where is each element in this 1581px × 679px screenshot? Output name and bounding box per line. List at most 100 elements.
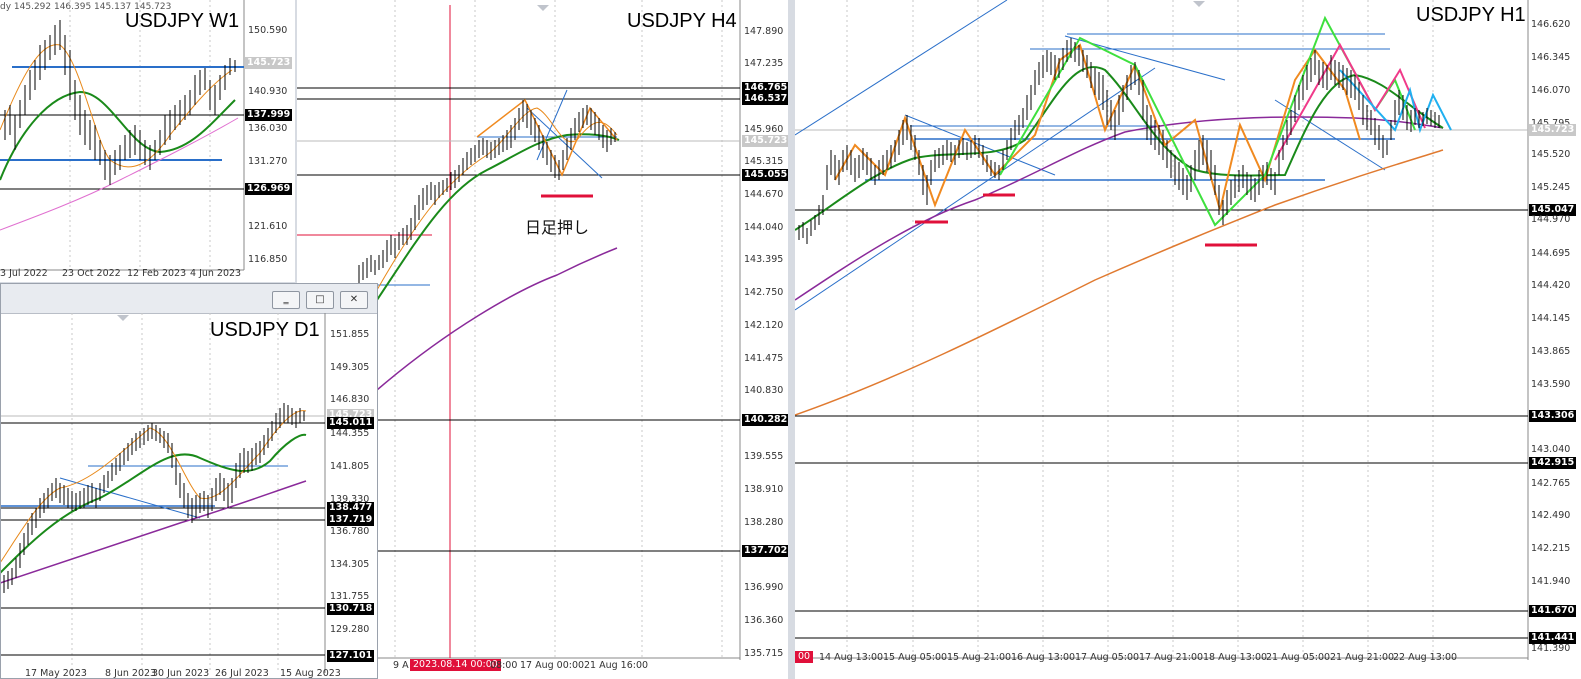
d1-level-tag: 130.718 <box>327 603 375 615</box>
chart-window-d1[interactable]: ‗ □ ✕ USDJPY D1 151.855 149.305 146.830 … <box>0 283 378 679</box>
d1-time-label: 26 Jul 2023 <box>215 668 269 679</box>
d1-chart-title: USDJPY D1 <box>210 319 320 341</box>
h4-price-label: 142.750 <box>744 287 784 298</box>
h1-price-label: 143.040 <box>1531 444 1571 455</box>
h4-price-label: 136.990 <box>744 582 784 593</box>
d1-time-label: 17 May 2023 <box>25 668 87 679</box>
d1-price-label: 139.330 <box>330 494 370 505</box>
d1-price-label: 129.280 <box>330 624 370 635</box>
d1-price-label: 144.355 <box>330 428 370 439</box>
h1-time-label: 22 Aug 13:00 <box>1393 652 1458 663</box>
h4-price-label: 145.315 <box>744 156 784 167</box>
w1-current-price-tag: 145.723 <box>245 57 293 69</box>
h1-price-label: 144.145 <box>1531 313 1571 324</box>
h4-time-label: 08:00 <box>490 660 518 671</box>
h1-price-label: 144.695 <box>1531 248 1571 259</box>
h1-price-label: 145.245 <box>1531 182 1571 193</box>
chart-window-h4[interactable]: USDJPY H4 日足押し 147.890 147.235 146.765 1… <box>297 0 788 679</box>
d1-level-tag: 127.101 <box>327 650 375 662</box>
h1-price-label: 144.420 <box>1531 280 1571 291</box>
h1-price-label: 146.345 <box>1531 52 1571 63</box>
h4-price-label: 147.235 <box>744 58 784 69</box>
h1-price-label: 142.215 <box>1531 543 1571 554</box>
h1-time-label: 17 Aug 21:00 <box>1139 652 1204 663</box>
h4-annotation-text: 日足押し <box>525 218 590 237</box>
d1-price-label: 136.780 <box>330 526 370 537</box>
h1-time-label: 15 Aug 21:00 <box>947 652 1012 663</box>
h4-price-label: 144.670 <box>744 189 784 200</box>
h1-price-label: 143.865 <box>1531 346 1571 357</box>
w1-time-label: 4 Jun 2023 <box>190 268 242 279</box>
h4-price-label: 140.830 <box>744 385 784 396</box>
h1-time-label: 18 Aug 13:00 <box>1203 652 1268 663</box>
h4-level-tag: 137.702 <box>742 545 788 557</box>
h1-price-label: 142.490 <box>1531 510 1571 521</box>
w1-chart-canvas[interactable] <box>0 0 295 282</box>
h4-price-label: 139.555 <box>744 451 784 462</box>
d1-price-label: 151.855 <box>330 329 370 340</box>
d1-time-label: 15 Aug 2023 <box>280 668 341 679</box>
w1-price-label: 116.850 <box>248 254 288 265</box>
h1-time-label: 15 Aug 05:00 <box>883 652 948 663</box>
h4-price-label: 135.715 <box>744 648 784 659</box>
w1-chart-title: USDJPY W1 <box>125 10 240 32</box>
h4-chart-title: USDJPY H4 <box>627 10 737 32</box>
d1-level-tag: 145.011 <box>327 417 375 429</box>
h1-price-label: 143.590 <box>1531 379 1571 390</box>
d1-level-tag: 138.477 <box>327 502 375 514</box>
d1-price-label: 131.755 <box>330 591 370 602</box>
h1-level-tag: 145.047 <box>1529 204 1577 216</box>
h1-price-label: 145.795 <box>1531 118 1570 129</box>
h4-price-label: 138.910 <box>744 484 784 495</box>
h4-level-tag: 140.282 <box>742 414 788 426</box>
h4-price-label: 142.120 <box>744 320 784 331</box>
d1-price-label: 146.830 <box>330 394 370 405</box>
h1-price-label: 142.765 <box>1531 478 1571 489</box>
close-button[interactable]: ✕ <box>340 291 368 309</box>
h4-chart-canvas[interactable] <box>297 0 788 679</box>
h4-level-tag: 145.055 <box>742 169 788 181</box>
h4-time-label: 17 Aug 00:00 <box>520 660 585 671</box>
h1-time-label: 17 Aug 05:00 <box>1075 652 1140 663</box>
d1-chart-canvas[interactable] <box>0 313 378 679</box>
h4-current-price-tag: 145.723 <box>742 135 788 147</box>
h1-candles <box>798 38 1440 244</box>
d1-time-label: 30 Jun 2023 <box>152 668 210 679</box>
chart-window-h1[interactable]: USDJPY H1 146.620 146.345 146.070 145.79… <box>795 0 1581 679</box>
d1-price-label: 149.305 <box>330 362 370 373</box>
h1-level-tag: 141.441 <box>1529 632 1577 644</box>
h4-time-label: 9 A <box>393 660 409 671</box>
h4-price-label: 136.360 <box>744 615 784 626</box>
w1-price-label: 150.590 <box>248 25 288 36</box>
d1-time-label: 8 Jun 2023 <box>105 668 157 679</box>
w1-price-label: 140.930 <box>248 86 288 97</box>
h4-price-label: 141.475 <box>744 353 784 364</box>
h4-time-label: 21 Aug 16:00 <box>584 660 649 671</box>
minimize-button[interactable]: ‗ <box>272 291 300 309</box>
h4-level-tag: 146.537 <box>742 93 788 105</box>
h1-time-label: 21 Aug 05:00 <box>1266 652 1331 663</box>
h4-price-label: 143.395 <box>744 254 784 265</box>
h1-current-price-tag: 145.723 <box>1529 124 1577 136</box>
h4-price-label: 145.960 <box>744 124 784 135</box>
h4-candles <box>358 100 616 285</box>
w1-time-label: 3 Jul 2022 <box>0 268 48 279</box>
h1-level-tag: 142.915 <box>1529 457 1577 469</box>
maximize-button[interactable]: □ <box>306 291 334 309</box>
h4-price-label: 144.040 <box>744 222 784 233</box>
h1-chart-canvas[interactable] <box>795 0 1581 679</box>
h4-date-highlight-tag: 2023.08.14 00:00 <box>410 659 501 671</box>
w1-candles <box>4 20 236 185</box>
w1-time-label: 23 Oct 2022 <box>62 268 121 279</box>
h1-level-tag: 143.306 <box>1529 410 1577 422</box>
w1-price-label: 131.270 <box>248 156 288 167</box>
d1-price-label: 141.805 <box>330 461 370 472</box>
h1-price-label: 144.970 <box>1531 214 1571 225</box>
h4-price-label: 147.890 <box>744 26 784 37</box>
w1-price-label: 136.030 <box>248 123 288 134</box>
h1-price-label: 141.390 <box>1531 643 1571 654</box>
w1-level-tag: 137.999 <box>245 109 293 121</box>
h4-price-label: 138.280 <box>744 517 784 528</box>
chart-window-w1[interactable]: dy 145.292 146.395 145.137 145.723 USDJP… <box>0 0 295 282</box>
d1-candles <box>3 403 305 593</box>
